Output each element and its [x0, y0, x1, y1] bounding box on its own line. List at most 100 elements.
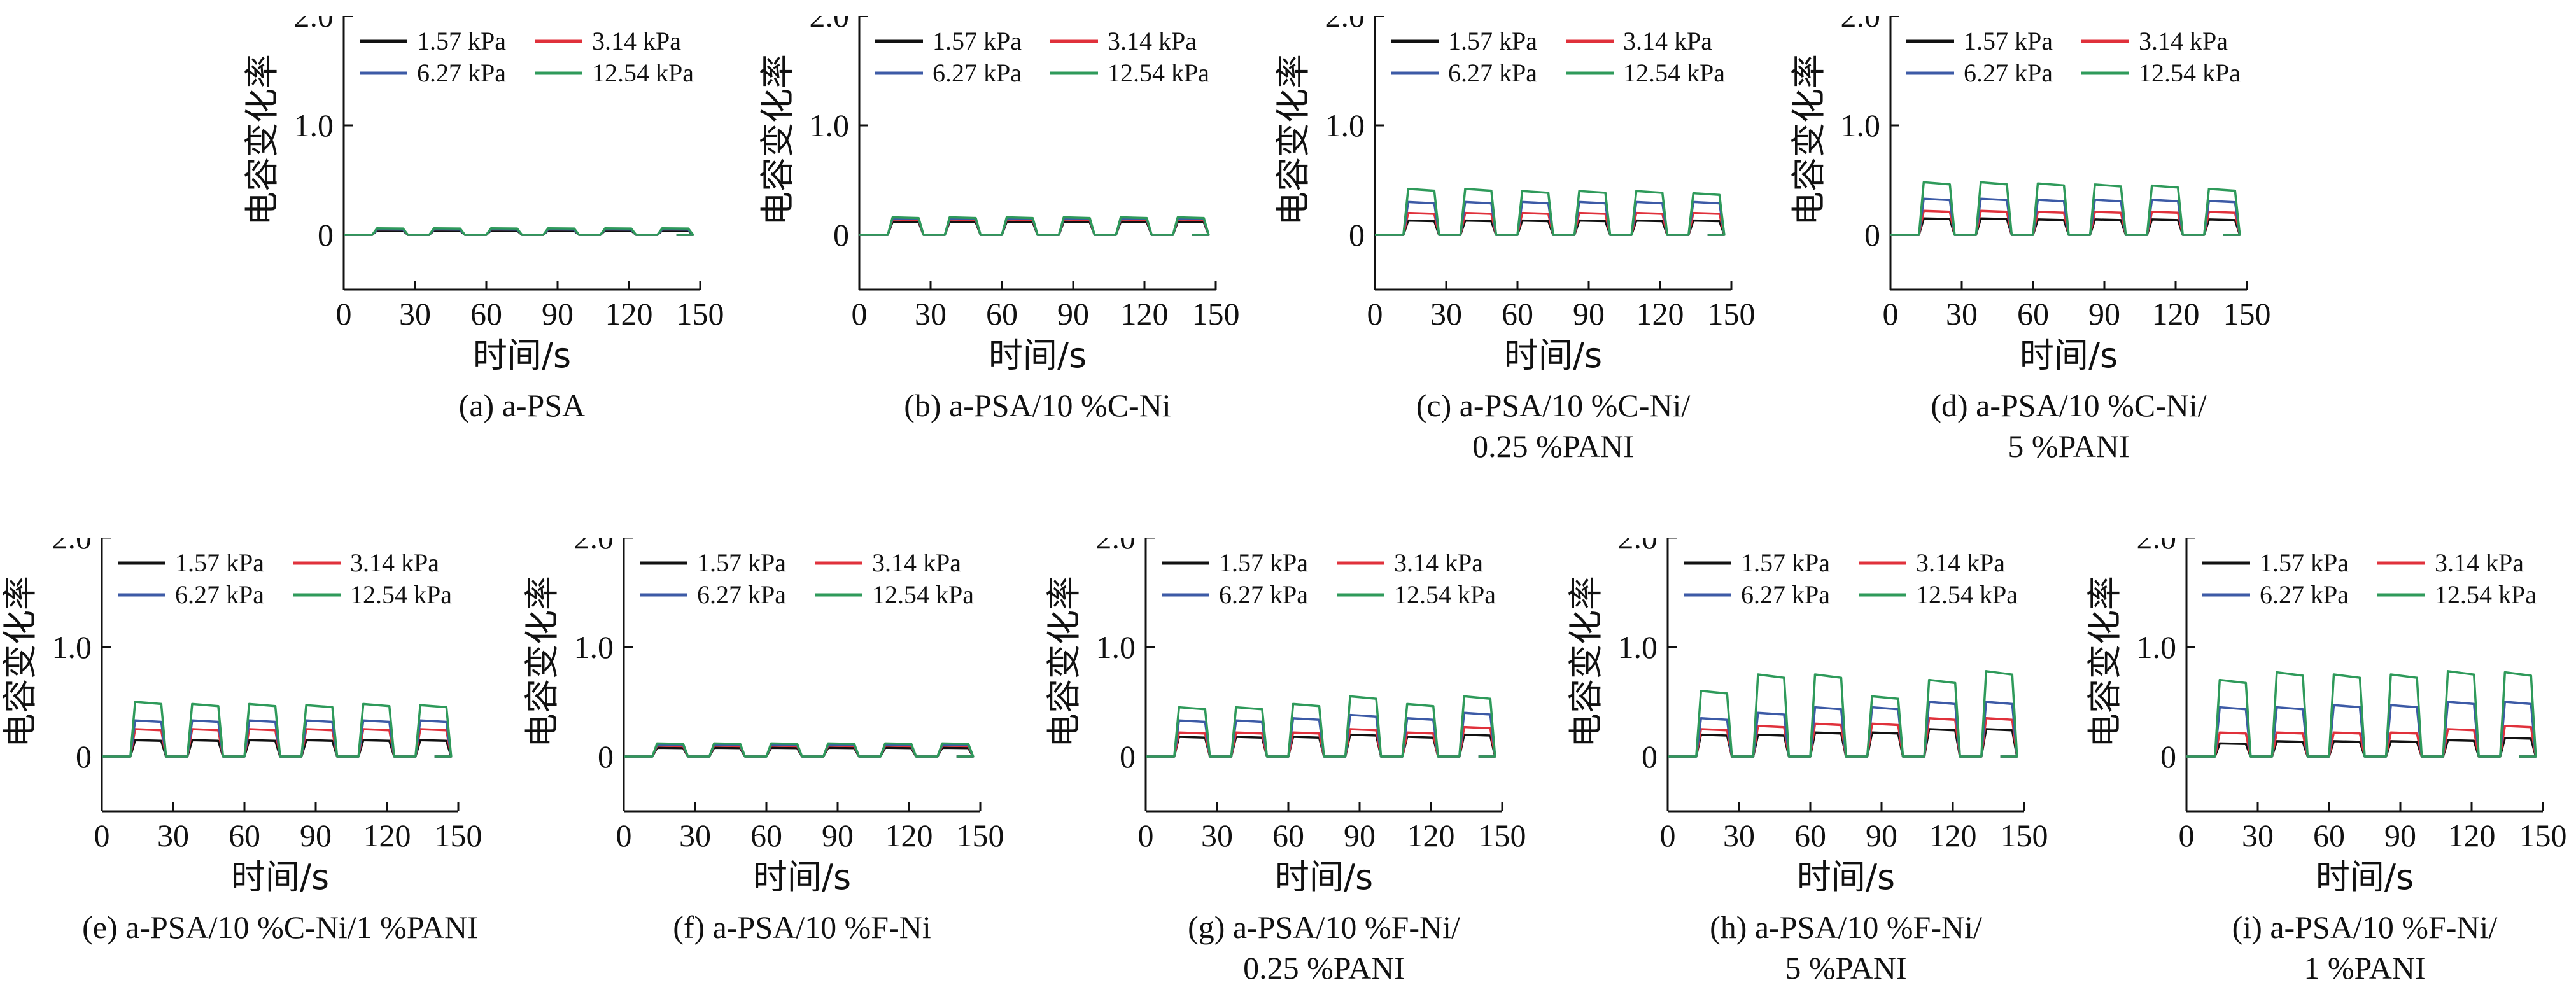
y-axis-label: 电容变化率: [2085, 576, 2125, 748]
y-tick-label: 1.0: [1618, 629, 1658, 665]
y-tick-label: 1.0: [810, 108, 850, 143]
y-tick-label: 0: [598, 739, 614, 774]
legend-label: 3.14 kPa: [592, 27, 681, 55]
x-tick-label: 30: [2242, 818, 2274, 853]
x-tick-label: 0: [94, 818, 110, 853]
legend-label: 1.57 kPa: [1448, 27, 1537, 55]
legend-label: 3.14 kPa: [1394, 548, 1483, 577]
x-tick-label: 90: [1057, 296, 1089, 332]
chart-caption: (a) a-PSA: [236, 385, 808, 426]
caption-line: 1 %PANI: [2304, 950, 2426, 986]
x-tick-label: 150: [1479, 818, 1526, 853]
x-tick-label: 0: [852, 296, 868, 332]
x-tick-label: 120: [1929, 818, 1977, 853]
y-tick-label: 0: [1642, 739, 1658, 774]
chart-6: 0 1.0 2.0 0 30 60 90 120 150 时间/s 电容变化率 1.57 kPa 3.1…: [1044, 538, 1526, 897]
legend-label: 1.57 kPa: [417, 27, 506, 55]
x-tick-label: 150: [1192, 296, 1240, 332]
caption-line: (g) a-PSA/10 %F-Ni/: [1188, 909, 1460, 945]
legend-label: 6.27 kPa: [1448, 59, 1537, 87]
legend-label: 12.54 kPa: [1108, 59, 1209, 87]
legend-label: 3.14 kPa: [350, 548, 439, 577]
x-tick-label: 150: [677, 296, 724, 332]
caption-line: (c) a-PSA/10 %C-Ni/: [1416, 388, 1691, 423]
y-tick-label: 1.0: [1325, 108, 1365, 143]
x-tick-label: 90: [1344, 818, 1376, 853]
y-axis-label: 电容变化率: [757, 54, 798, 226]
y-tick-label: 0: [1120, 739, 1136, 774]
x-tick-label: 90: [300, 818, 332, 853]
chart-3: 0 1.0 2.0 0 30 60 90 120 150 时间/s 电容变化率 1.57 kPa 3.1…: [1789, 16, 2271, 375]
legend-label: 12.54 kPa: [2435, 580, 2537, 609]
chart-2: 0 1.0 2.0 0 30 60 90 120 150 时间/s 电容变化率 1.57 kPa 3.1…: [1273, 16, 1756, 375]
y-tick-label: 1.0: [1841, 108, 1881, 143]
y-tick-label: 0: [318, 217, 334, 253]
y-axis-label: 电容变化率: [1273, 54, 1313, 226]
caption-line: 0.25 %PANI: [1472, 428, 1634, 464]
chart-caption: (e) a-PSA/10 %C-Ni/1 %PANI: [0, 907, 567, 947]
legend-label: 12.54 kPa: [1623, 59, 1725, 87]
x-tick-label: 0: [2179, 818, 2195, 853]
series-line-12-54-kPa: [1668, 670, 2018, 758]
x-tick-label: 150: [2519, 818, 2567, 853]
legend-label: 6.27 kPa: [933, 59, 1022, 87]
y-tick-label: 2.0: [52, 538, 92, 555]
x-tick-label: 30: [1430, 296, 1462, 332]
x-tick-label: 60: [986, 296, 1018, 332]
y-tick-label: 0: [1349, 217, 1365, 253]
y-tick-label: 0: [76, 739, 92, 774]
x-tick-label: 60: [229, 818, 260, 853]
chart-0: 0 1.0 2.0 0 30 60 90 120 150 时间/s 电容变化率 1.57 kPa 3.1…: [242, 16, 724, 375]
y-tick-label: 1.0: [1096, 629, 1136, 665]
chart-8: 0 1.0 2.0 0 30 60 90 120 150 时间/s 电容变化率 1.57 kPa 3.1…: [2085, 538, 2567, 897]
x-tick-label: 150: [1708, 296, 1756, 332]
y-tick-label: 1.0: [2137, 629, 2177, 665]
series-line-12-54-kPa: [1146, 695, 1496, 758]
x-tick-label: 30: [679, 818, 711, 853]
series-line-12-54-kPa: [1890, 181, 2241, 236]
legend-label: 12.54 kPa: [872, 580, 974, 609]
chart-caption: (g) a-PSA/10 %F-Ni/0.25 %PANI: [1038, 907, 1610, 988]
legend-label: 6.27 kPa: [1741, 580, 1830, 609]
x-tick-label: 120: [605, 296, 653, 332]
x-tick-label: 90: [1573, 296, 1605, 332]
x-tick-label: 60: [1502, 296, 1533, 332]
legend-label: 12.54 kPa: [1916, 580, 2018, 609]
y-tick-label: 2.0: [1841, 16, 1881, 34]
x-axis-label: 时间/s: [2020, 335, 2118, 375]
series-line-12-54-kPa: [624, 742, 975, 758]
legend-label: 12.54 kPa: [1394, 580, 1496, 609]
caption-line: 5 %PANI: [2008, 428, 2130, 464]
caption-line: (d) a-PSA/10 %C-Ni/: [1931, 388, 2207, 423]
legend-label: 3.14 kPa: [872, 548, 961, 577]
legend-label: 12.54 kPa: [350, 580, 452, 609]
x-tick-label: 90: [542, 296, 574, 332]
legend-label: 6.27 kPa: [1219, 580, 1308, 609]
x-tick-label: 90: [1866, 818, 1897, 853]
y-axis-label: 电容变化率: [1789, 54, 1829, 226]
x-tick-label: 120: [1636, 296, 1684, 332]
chart-caption: (b) a-PSA/10 %C-Ni: [751, 385, 1324, 426]
chart-7: 0 1.0 2.0 0 30 60 90 120 150 时间/s 电容变化率 1.57 kPa 3.1…: [1566, 538, 2048, 897]
series-line-12-54-kPa: [102, 701, 453, 758]
chart-caption: (i) a-PSA/10 %F-Ni/1 %PANI: [2078, 907, 2576, 988]
y-tick-label: 0: [833, 217, 849, 253]
x-tick-label: 120: [2152, 296, 2200, 332]
x-tick-label: 120: [2448, 818, 2496, 853]
caption-line: (e) a-PSA/10 %C-Ni/1 %PANI: [82, 909, 478, 945]
legend-label: 6.27 kPa: [2260, 580, 2349, 609]
legend-label: 3.14 kPa: [1916, 548, 2005, 577]
legend-label: 1.57 kPa: [2260, 548, 2349, 577]
y-tick-label: 2.0: [294, 16, 334, 34]
legend-label: 1.57 kPa: [933, 27, 1022, 55]
series-line-12-54-kPa: [344, 227, 694, 236]
x-tick-label: 90: [822, 818, 854, 853]
y-tick-label: 1.0: [52, 629, 92, 665]
series-line-12-54-kPa: [2186, 670, 2537, 758]
x-axis-label: 时间/s: [989, 335, 1087, 375]
chart-caption: (f) a-PSA/10 %F-Ni: [516, 907, 1088, 947]
y-tick-label: 0: [1864, 217, 1880, 253]
x-tick-label: 60: [2313, 818, 2345, 853]
x-tick-label: 30: [915, 296, 947, 332]
x-axis-label: 时间/s: [473, 335, 571, 375]
